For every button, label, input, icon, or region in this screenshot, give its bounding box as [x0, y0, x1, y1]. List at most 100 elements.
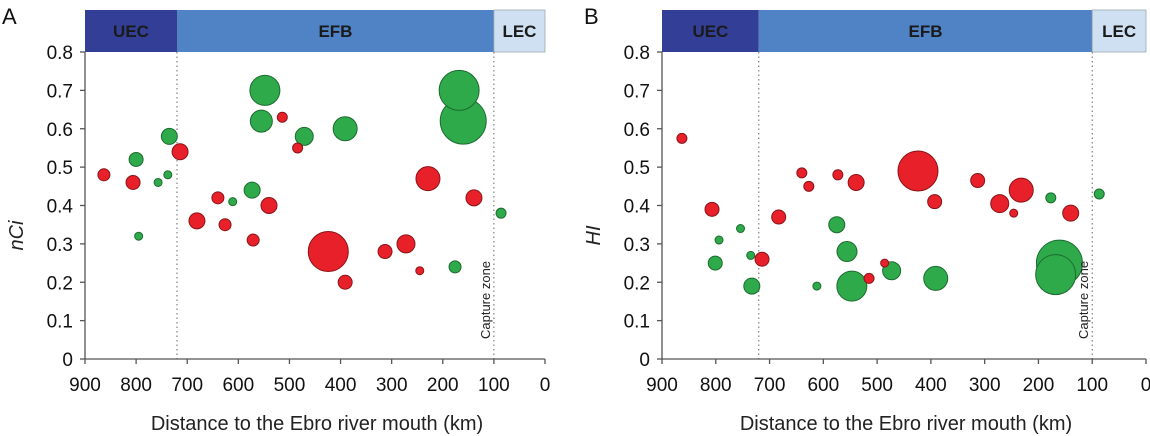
band-uec	[662, 10, 759, 52]
bubble-red	[97, 168, 111, 182]
panel-letter: B	[584, 4, 599, 29]
y-tick-label: 0.8	[47, 43, 73, 64]
y-tick-label: 0	[639, 350, 650, 371]
bubble-green	[160, 127, 178, 145]
region-bands: UEC EFB LEC	[85, 9, 546, 53]
capture-zone-annotation: Capture zone	[478, 261, 493, 339]
bubble-green	[828, 216, 846, 234]
bubble-red	[1062, 204, 1080, 222]
band-lec	[1091, 9, 1147, 53]
bubble-green	[249, 74, 281, 106]
bubble-red	[465, 189, 483, 207]
band-efb	[758, 10, 1093, 52]
bubble-red	[307, 231, 349, 273]
bubble-green	[707, 255, 723, 271]
bubble-red	[880, 258, 890, 268]
bubble-red	[897, 150, 939, 192]
band-label: LEC	[1102, 22, 1136, 41]
bubble-red	[754, 251, 770, 267]
band-uec	[85, 10, 177, 52]
x-tick-label: 0	[540, 375, 551, 396]
band-lec	[493, 9, 546, 53]
bubble-red	[125, 174, 141, 190]
y-tick-label: 0.5	[624, 158, 650, 179]
bubble-red	[676, 132, 688, 144]
x-tick-label: 100	[478, 375, 510, 396]
bubble-green	[332, 116, 358, 142]
bubble-green	[249, 109, 273, 133]
x-tick-label: 700	[171, 375, 203, 396]
bubble-green	[228, 197, 238, 207]
bubble-red	[276, 111, 288, 123]
bubble-red	[171, 143, 189, 161]
y-tick-label: 0.1	[624, 312, 650, 333]
x-tick-label: 300	[376, 375, 408, 396]
x-tick-label: 200	[427, 375, 459, 396]
x-tick-label: 500	[861, 375, 893, 396]
band-label: EFB	[318, 22, 352, 41]
boundary-lines	[176, 52, 495, 359]
y-tick-label: 0.4	[624, 197, 651, 218]
bubble-red	[1008, 177, 1034, 203]
x-tick-label: 600	[807, 375, 839, 396]
x-tick-label: 400	[915, 375, 947, 396]
bubble-green	[1035, 254, 1077, 296]
region-bands: UEC EFB LEC	[662, 9, 1147, 53]
bubble-red	[292, 142, 304, 154]
y-axis-title: nCi	[6, 220, 28, 251]
boundary-lines	[758, 52, 1093, 359]
bubble-red	[796, 167, 808, 179]
band-efb	[177, 10, 494, 52]
y-ticks: 0 0.1 0.2 0.3 0.4 0.5 0.6 0.7 0.8	[47, 43, 85, 371]
bubbles	[676, 132, 1105, 302]
bubble-red	[803, 180, 815, 192]
y-tick-label: 0.2	[47, 273, 73, 294]
y-tick-label: 0.5	[47, 158, 73, 179]
bubble-green	[134, 231, 144, 241]
y-tick-label: 0.7	[47, 81, 73, 102]
band-label: UEC	[113, 22, 149, 41]
x-tick-label: 0	[1141, 375, 1150, 396]
bubble-red	[377, 244, 393, 260]
bubble-red	[188, 212, 206, 230]
x-tick-label: 100	[1076, 375, 1108, 396]
bubble-red	[832, 169, 844, 181]
panel-letter: A	[2, 4, 17, 29]
bubble-green	[836, 241, 858, 263]
y-tick-label: 0.6	[47, 120, 73, 141]
bubble-green	[294, 126, 314, 146]
x-tick-label: 500	[274, 375, 306, 396]
bubble-red	[704, 201, 720, 217]
bubble-red	[337, 274, 353, 290]
x-tick-label: 800	[120, 375, 152, 396]
x-ticks: 900 800 700 600 500 400 300 200 100 0	[646, 359, 1150, 396]
y-tick-label: 0.6	[624, 120, 650, 141]
bubble-green	[746, 250, 756, 260]
x-axis-title: Distance to the Ebro river mouth (km)	[740, 413, 1072, 435]
bubble-red	[211, 191, 225, 205]
y-tick-label: 0.3	[624, 235, 650, 256]
x-tick-label: 200	[1023, 375, 1055, 396]
bubble-green	[714, 235, 724, 245]
bubble-green	[743, 277, 761, 295]
panel-b: B UEC EFB LEC 0 0.1 0.2 0.3 0.4 0.5 0.6 0.7 0.8 90…	[583, 4, 1150, 435]
band-label: EFB	[909, 22, 943, 41]
x-tick-label: 700	[754, 375, 786, 396]
y-ticks: 0 0.1 0.2 0.3 0.4 0.5 0.6 0.7 0.8	[624, 43, 662, 371]
bubble-green	[812, 281, 822, 291]
x-tick-label: 800	[700, 375, 732, 396]
bubble-red	[970, 173, 986, 189]
y-axis-title: HI	[583, 225, 605, 245]
bubble-green	[448, 260, 462, 274]
panel-a: A UEC EFB LEC 0 0.1 0.2 0.3 0.4 0.5 0.6 0.7 0.8 90…	[2, 4, 550, 435]
x-tick-label: 300	[969, 375, 1001, 396]
bubble-green	[243, 181, 261, 199]
bubble-red	[1009, 208, 1019, 218]
capture-zone-annotation: Capture zone	[1076, 261, 1091, 339]
bubble-green	[1093, 188, 1105, 200]
y-tick-label: 0.1	[47, 312, 73, 333]
y-tick-label: 0.4	[47, 197, 74, 218]
x-axis-title: Distance to the Ebro river mouth (km)	[151, 413, 483, 435]
bubble-red	[415, 166, 441, 192]
